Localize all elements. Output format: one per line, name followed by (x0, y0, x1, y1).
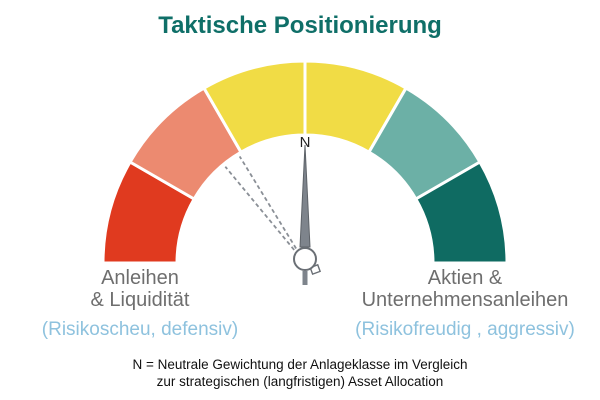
needle-hub (293, 247, 317, 271)
footnote-line2: zur strategischen (langfristigen) Asset … (156, 374, 444, 389)
chart-title: Taktische Positionierung (158, 12, 442, 39)
left-category-subtitle: (Risikoscheu, defensiv) (41, 319, 239, 340)
right-category-line1: Aktien & (427, 267, 503, 289)
footnote-line1: N = Neutrale Gewichtung der Anlageklasse… (132, 357, 468, 372)
gauge-segment-6 (413, 159, 509, 265)
right-category-line2: Unternehmensanleihen (361, 289, 569, 311)
right-category-subtitle: (Risikofreudig , aggressiv) (355, 319, 575, 340)
left-category-line1: Anleihen (101, 267, 179, 289)
left-category-line2: & Liquidität (90, 289, 190, 311)
previous-needle-1 (238, 155, 301, 255)
needle (299, 144, 311, 248)
neutral-marker-label: N (300, 134, 311, 151)
previous-needle-2 (224, 166, 300, 256)
needle-tail (302, 271, 308, 285)
footnote: N = Neutrale Gewichtung der Anlageklasse… (0, 356, 600, 390)
